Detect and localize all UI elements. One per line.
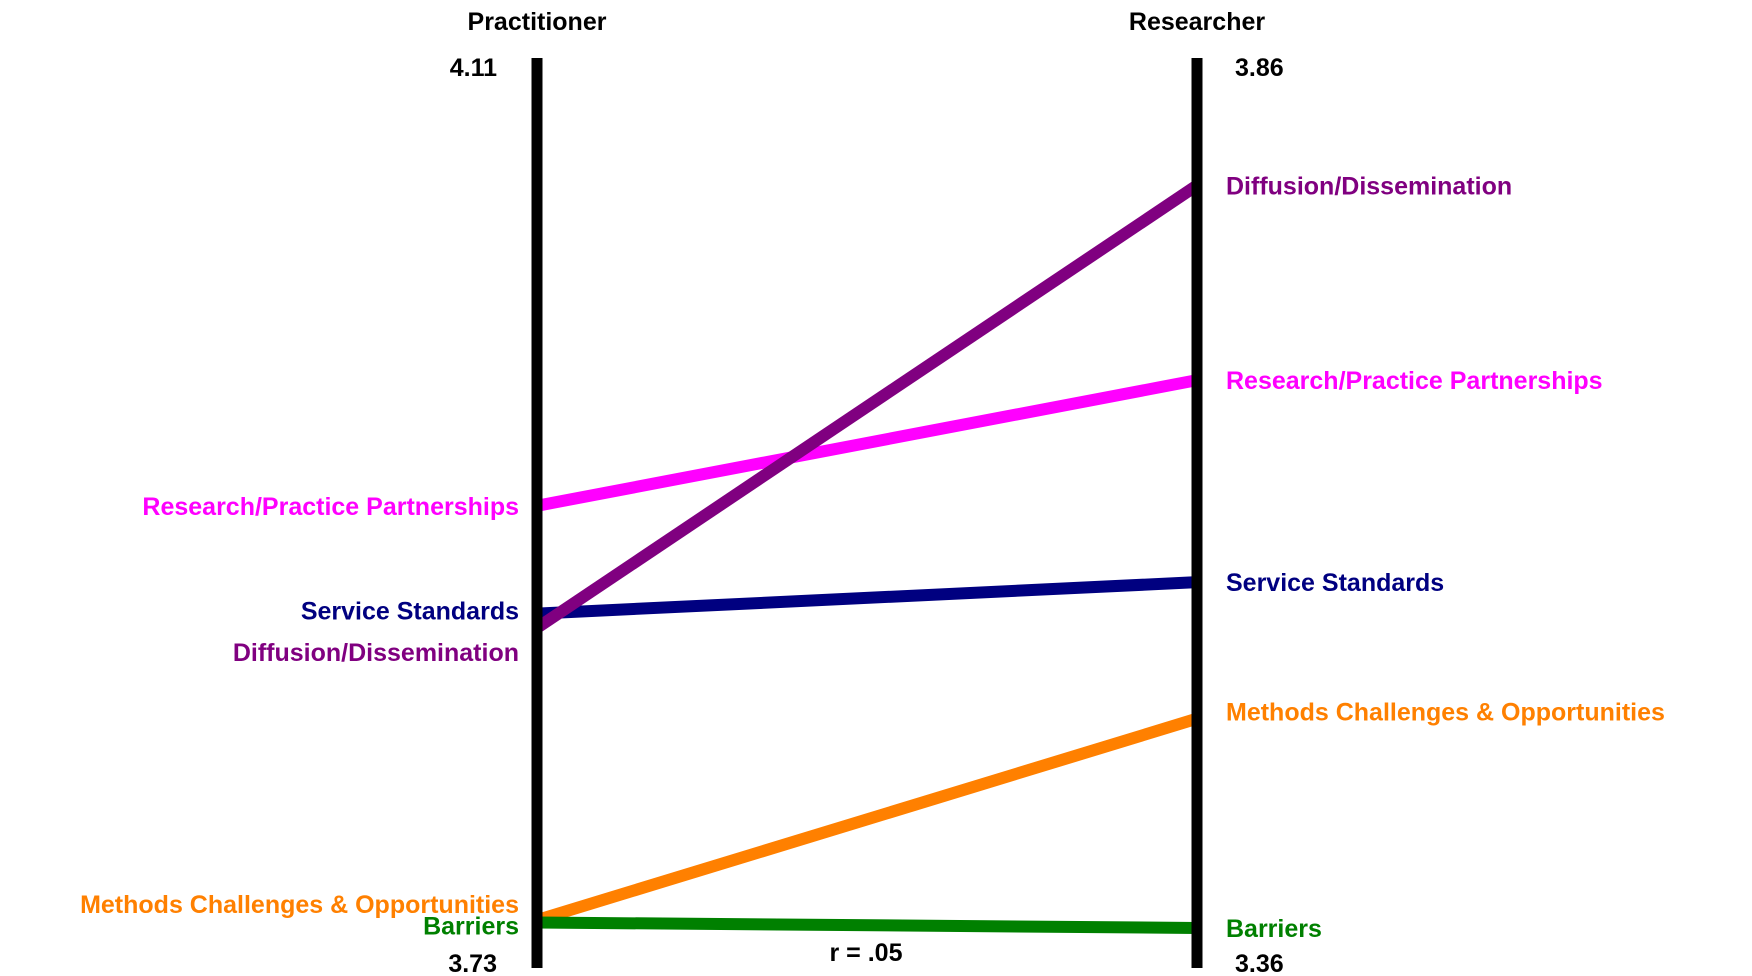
practitioner-min-tick: 3.73 xyxy=(448,950,497,976)
researcher-label-diffusion-dissemination: Diffusion/Dissemination xyxy=(1226,172,1512,200)
series-line-diffusion-dissemination xyxy=(533,180,1201,633)
practitioner-axis-title: Practitioner xyxy=(468,8,607,36)
series-labels: Research/Practice Partnerships Research/P… xyxy=(80,172,1665,943)
series-line-research-practice-partnerships xyxy=(535,374,1199,512)
series-line-service-standards xyxy=(536,576,1198,620)
practitioner-label-service-standards: Service Standards xyxy=(301,598,519,626)
series-line-methods-challenges-opportunities xyxy=(535,712,1199,926)
researcher-label-research-practice-partnerships: Research/Practice Partnerships xyxy=(1226,367,1603,395)
correlation-annotation: r = .05 xyxy=(830,939,903,967)
researcher-max-tick: 3.86 xyxy=(1235,54,1284,82)
practitioner-label-barriers: Barriers xyxy=(423,913,519,941)
practitioner-max-tick: 4.11 xyxy=(450,54,497,82)
researcher-label-methods-challenges-opportunities: Methods Challenges & Opportunities xyxy=(1226,699,1665,727)
researcher-label-barriers: Barriers xyxy=(1226,915,1322,943)
series-lines xyxy=(533,180,1201,934)
practitioner-label-research-practice-partnerships: Research/Practice Partnerships xyxy=(142,493,519,521)
practitioner-label-methods-challenges-opportunities: Methods Challenges & Opportunities xyxy=(80,891,519,919)
researcher-label-service-standards: Service Standards xyxy=(1226,569,1444,597)
practitioner-label-diffusion-dissemination: Diffusion/Dissemination xyxy=(233,639,519,667)
series-line-barriers xyxy=(536,916,1198,934)
researcher-min-tick: 3.36 xyxy=(1235,950,1284,976)
researcher-axis-title: Researcher xyxy=(1129,8,1265,36)
